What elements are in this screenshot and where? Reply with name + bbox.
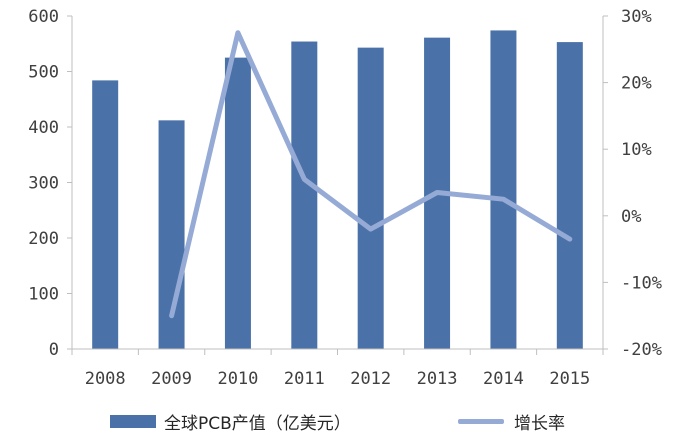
x-tick-label: 2008 (85, 369, 126, 389)
x-tick-label: 2011 (284, 369, 325, 389)
bar-2012 (357, 47, 384, 349)
line-series (169, 30, 573, 319)
y-tick-label: 100 (28, 285, 59, 305)
bar-2010 (224, 57, 251, 349)
y2-tick-label: 20% (621, 74, 652, 94)
bar-2011 (291, 41, 318, 349)
x-tick-label: 2010 (217, 369, 258, 389)
legend-line-label: 增长率 (514, 414, 565, 434)
y2-tick-label: -10% (621, 273, 662, 293)
y2-tick-label: -20% (621, 340, 662, 360)
legend-bar-label: 全球PCB产值（亿美元） (164, 414, 351, 434)
bar-2015 (556, 42, 583, 350)
x-tick-label: 2014 (483, 369, 524, 389)
y2-tick-label: 10% (621, 140, 652, 160)
y-tick-label: 500 (28, 63, 59, 83)
y-tick-label: 600 (28, 7, 59, 27)
legend: 全球PCB产值（亿美元） 增长率 (0, 401, 700, 435)
y2-tick-label: 30% (621, 7, 652, 27)
legend-line-swatch (458, 419, 504, 424)
tick-labels: 0 100 200 300 400 500 600 -20% -10% 0% 10% 20% 30% 20… (28, 7, 662, 389)
x-tick-label: 2015 (549, 369, 590, 389)
chart-area: 0 100 200 300 400 500 600 -20% -10% 0% 10% 20% 30% 20… (28, 7, 662, 389)
x-tick-label: 2013 (417, 369, 458, 389)
y-tick-label: 200 (28, 229, 59, 249)
bar-series (92, 30, 583, 350)
legend-item-bar: 全球PCB产值（亿美元） (110, 409, 351, 434)
axes (67, 15, 608, 355)
y-tick-label: 400 (28, 118, 59, 138)
y2-tick-label: 0% (621, 207, 641, 227)
bar-2008 (92, 80, 119, 349)
y-tick-label: 0 (49, 340, 59, 360)
y-tick-label: 300 (28, 174, 59, 194)
x-tick-label: 2009 (151, 369, 192, 389)
bar-2014 (490, 30, 517, 350)
legend-bar-swatch (110, 415, 156, 428)
x-tick-label: 2012 (350, 369, 391, 389)
legend-item-line: 增长率 (458, 409, 565, 434)
